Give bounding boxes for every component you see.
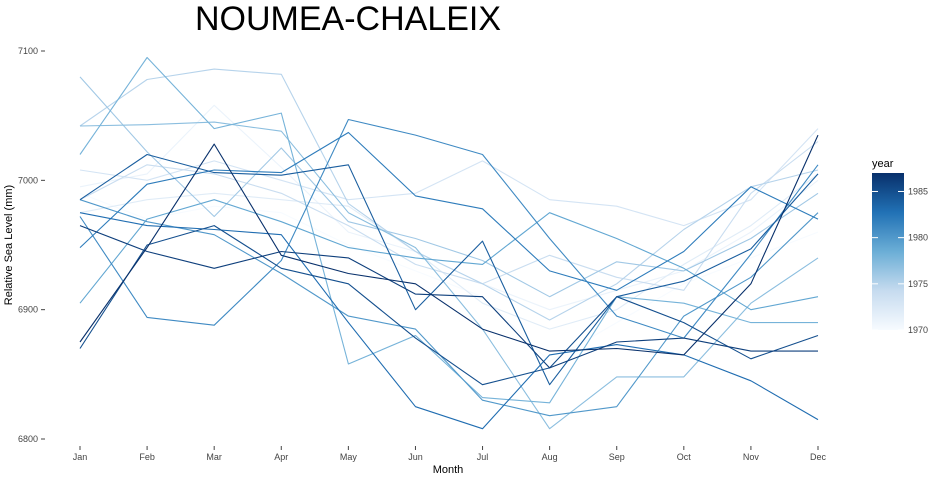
series-line-1978 xyxy=(79,56,818,404)
x-tick-label: Jul xyxy=(477,452,489,462)
x-tick-label: Sep xyxy=(609,452,625,462)
x-tick-label: Mar xyxy=(206,452,222,462)
x-axis: Jan Feb Mar Apr May Jun Jul Aug Sep Oct Nov Dec xyxy=(73,446,827,462)
series-line-1972 xyxy=(79,173,819,330)
x-tick-label: Dec xyxy=(810,452,827,462)
legend-tick-label: 1970 xyxy=(908,325,928,335)
series-line-1982 xyxy=(79,131,819,291)
legend-title: year xyxy=(872,158,894,170)
series-line-1981 xyxy=(79,118,819,339)
chart-title: NOUMEA-CHALEIX xyxy=(195,0,501,38)
legend-tick-label: 1975 xyxy=(908,279,928,289)
legend-colorbar xyxy=(872,173,904,330)
x-tick-label: Apr xyxy=(274,452,288,462)
series-line-1977 xyxy=(79,121,819,430)
x-tick-label: Oct xyxy=(677,452,692,462)
series-line-1985 xyxy=(79,225,819,386)
y-tick-label: 6800 xyxy=(18,434,38,444)
series-line-1987 xyxy=(79,134,819,356)
x-tick-label: May xyxy=(340,452,358,462)
y-tick-label: 6900 xyxy=(18,305,38,315)
y-axis-title: Relative Sea Level (mm) xyxy=(3,185,15,305)
legend-tick-label: 1980 xyxy=(908,233,928,243)
y-tick-label: 7100 xyxy=(18,46,38,56)
series-line-1980 xyxy=(79,199,819,417)
series-line-1986 xyxy=(79,225,818,369)
series-line-1970 xyxy=(79,192,819,362)
x-axis-title: Month xyxy=(433,464,464,476)
series-line-1971 xyxy=(79,104,819,311)
series-line-1979 xyxy=(79,199,819,311)
x-tick-label: Aug xyxy=(542,452,558,462)
series-line-1976 xyxy=(79,76,819,298)
legend-tick-label: 1985 xyxy=(908,186,928,196)
x-tick-label: Nov xyxy=(743,452,760,462)
series-line-1975 xyxy=(79,68,819,321)
y-tick-label: 7000 xyxy=(18,175,38,185)
legend: year 1970 1975 1980 1985 xyxy=(872,158,928,335)
x-tick-label: Feb xyxy=(139,452,155,462)
series-line-1983 xyxy=(79,212,819,430)
x-tick-label: Jan xyxy=(73,452,88,462)
series-line-1973 xyxy=(79,128,819,227)
series-line-1984 xyxy=(79,153,819,386)
y-axis: 6800 6900 7000 7100 xyxy=(18,46,45,444)
legend-ticks: 1970 1975 1980 1985 xyxy=(872,186,928,335)
plot-area xyxy=(79,56,819,430)
x-tick-label: Jun xyxy=(408,452,423,462)
